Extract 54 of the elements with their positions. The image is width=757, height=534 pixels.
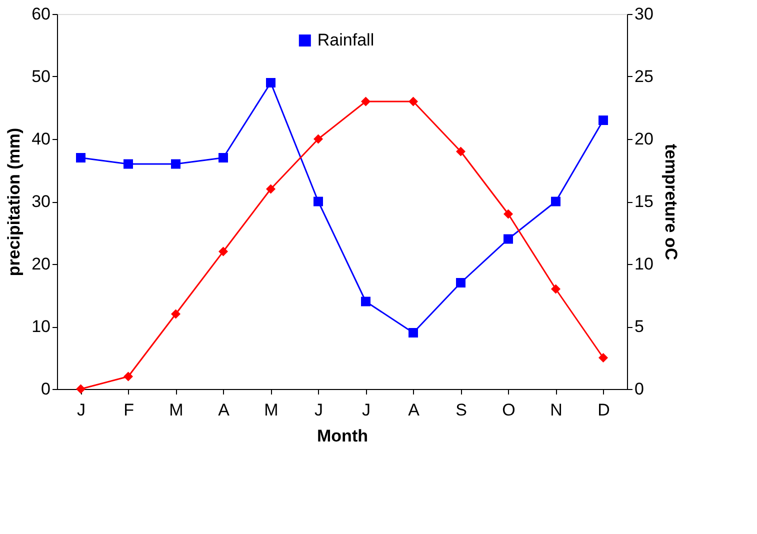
x-tick-label: M (169, 400, 184, 420)
y2-axis-title: tempreture oC (661, 144, 680, 260)
y-tick-label: 10 (32, 317, 50, 336)
point (124, 159, 133, 169)
point (456, 146, 466, 156)
point (551, 284, 560, 294)
x-tick-label: F (124, 400, 134, 420)
x-tick-label: S (456, 400, 467, 420)
y-tick-label: 30 (32, 192, 50, 211)
point (76, 384, 86, 394)
x-tick-label: A (218, 400, 230, 420)
y-tick-label: 40 (32, 130, 50, 148)
x-tick-label: D (598, 400, 610, 420)
point (171, 159, 180, 169)
legend-label: Rainfall (317, 30, 374, 50)
point (314, 196, 323, 206)
point (124, 372, 133, 382)
x-tick-label: N (550, 400, 562, 420)
y-tick-label: 20 (32, 254, 50, 274)
y-tick-label: 50 (32, 67, 50, 86)
point (504, 234, 513, 244)
y2-tick-label: 0 (634, 380, 644, 398)
point (218, 246, 228, 256)
x-tick-label: J (314, 400, 323, 420)
point (314, 134, 323, 144)
point (266, 78, 276, 88)
y-tick-label: 60 (32, 4, 50, 24)
point (456, 278, 466, 288)
x-tick-label: A (408, 400, 420, 420)
y-axis-title: precipitation (mm) (4, 128, 24, 276)
point (361, 296, 370, 306)
point (171, 309, 180, 319)
x-tick-label: J (77, 400, 86, 420)
point (598, 116, 608, 125)
point (361, 96, 370, 106)
point (408, 96, 418, 106)
y2-tick-label: 10 (634, 254, 654, 274)
x-tick-label: J (362, 400, 370, 420)
point (408, 328, 418, 338)
y-tick-label: 0 (41, 380, 50, 398)
point (598, 353, 608, 362)
y2-tick-label: 15 (634, 192, 654, 211)
x-tick-label: O (502, 400, 516, 420)
point (504, 209, 513, 219)
y2-tick-label: 25 (634, 67, 654, 86)
x-axis-title: Month (317, 426, 368, 446)
x-tick-label: M (264, 400, 278, 420)
y2-tick-label: 5 (634, 317, 644, 336)
y2-tick-label: 30 (634, 4, 654, 24)
point (76, 153, 86, 162)
point (266, 184, 276, 194)
y2-tick-label: 20 (634, 130, 654, 148)
point (218, 153, 228, 162)
point (551, 196, 560, 206)
